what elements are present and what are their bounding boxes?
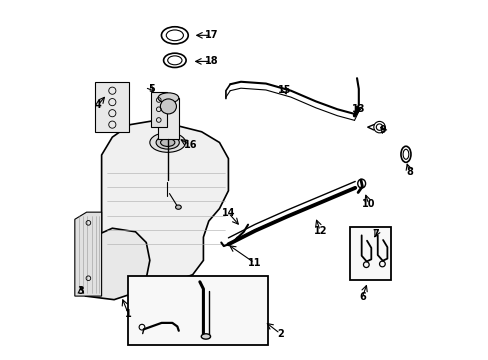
Ellipse shape (156, 136, 179, 149)
Text: 17: 17 (204, 30, 218, 40)
Text: 1: 1 (125, 309, 131, 319)
Ellipse shape (160, 139, 175, 147)
Polygon shape (75, 212, 102, 296)
Text: 18: 18 (204, 57, 218, 66)
Bar (151, 92, 166, 127)
Bar (128, 276, 267, 345)
Text: 13: 13 (351, 104, 365, 113)
Ellipse shape (158, 93, 179, 103)
Text: 6: 6 (358, 292, 365, 302)
Text: 7: 7 (372, 229, 379, 239)
Text: 15: 15 (277, 85, 291, 95)
Text: 9: 9 (379, 125, 386, 135)
Ellipse shape (175, 205, 181, 209)
Text: 8: 8 (405, 167, 412, 177)
Text: 3: 3 (78, 286, 84, 296)
Polygon shape (95, 82, 129, 132)
Ellipse shape (149, 133, 185, 152)
Text: 10: 10 (361, 199, 375, 209)
Text: 12: 12 (313, 226, 326, 236)
Text: 4: 4 (95, 100, 101, 110)
Polygon shape (85, 228, 149, 300)
Text: 14: 14 (221, 208, 235, 218)
Text: 16: 16 (183, 140, 197, 150)
Ellipse shape (160, 99, 176, 114)
Ellipse shape (201, 334, 210, 339)
Text: 2: 2 (276, 329, 283, 339)
Text: 5: 5 (148, 84, 155, 94)
Polygon shape (102, 121, 228, 282)
Text: 11: 11 (247, 258, 261, 268)
Bar (349, 227, 390, 280)
Bar (158, 98, 179, 139)
